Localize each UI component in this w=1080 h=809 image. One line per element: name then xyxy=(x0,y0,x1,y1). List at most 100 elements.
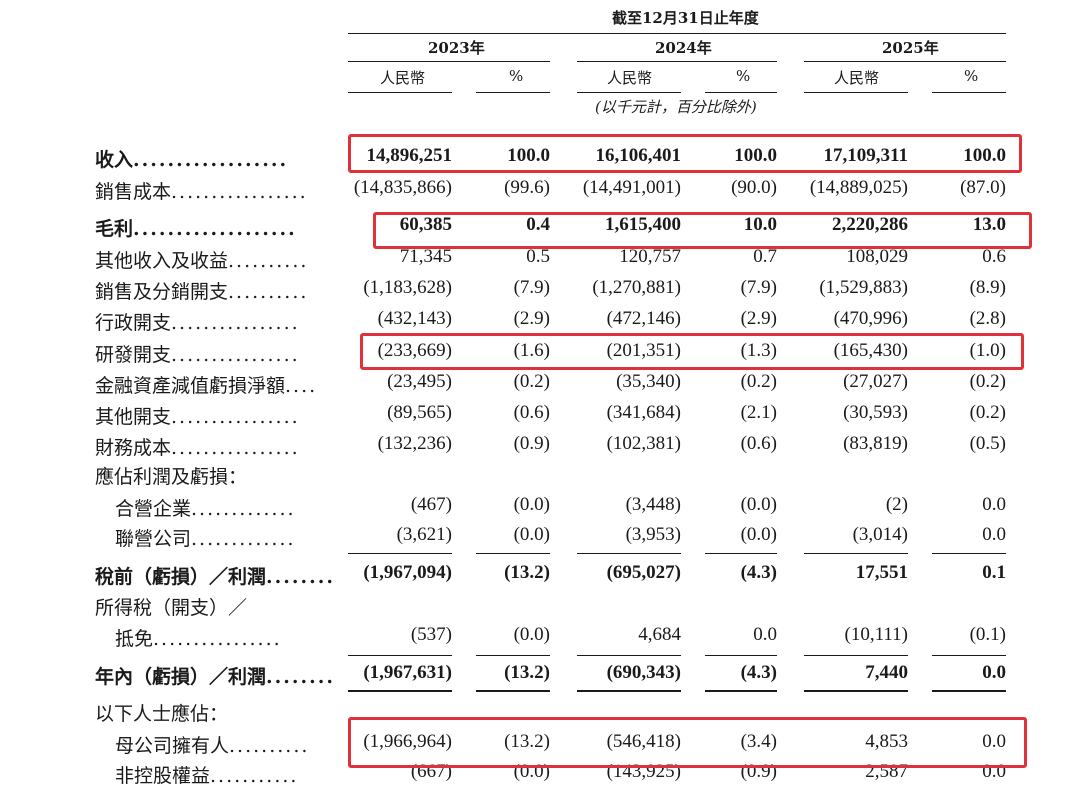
percent-cell: (1.3) xyxy=(740,340,777,361)
row-label-text: 稅前（虧損）／利潤 xyxy=(95,566,267,588)
percent-cell: (0.0) xyxy=(513,494,550,515)
percent-cell: 10.0 xyxy=(743,214,777,235)
year-rule-2025 xyxy=(804,61,1006,62)
percent-cell: (90.0) xyxy=(731,177,777,198)
percent-cell: (0.6) xyxy=(740,433,777,454)
percent-cell: 0.0 xyxy=(982,731,1006,752)
row-label-text: 聯營公司 xyxy=(115,528,192,550)
row-label: 應佔利潤及虧損： xyxy=(95,462,247,489)
row-label: 合營企業............. xyxy=(115,494,296,521)
row-leader-dots: ........ xyxy=(266,566,335,588)
year-2025: 2025年 xyxy=(882,39,939,57)
percent-cell: (1.6) xyxy=(513,340,550,361)
percent-cell: (2.9) xyxy=(740,308,777,329)
percent-2024: % xyxy=(736,67,751,85)
sum-rule xyxy=(476,655,550,656)
sub-rule xyxy=(705,92,777,93)
row-label: 聯營公司............. xyxy=(115,524,296,551)
row-label-text: 收入 xyxy=(95,149,134,171)
row-leader-dots: ........... xyxy=(210,765,299,787)
row-leader-dots: ........ xyxy=(266,666,335,688)
amount-cell: 120,757 xyxy=(619,246,681,267)
amount-cell: (23,495) xyxy=(387,371,452,392)
row-label-text: 銷售及分銷開支 xyxy=(95,281,229,303)
row-leader-dots: ................ xyxy=(153,628,282,650)
percent-cell: (0.2) xyxy=(969,371,1006,392)
amount-cell: 71,345 xyxy=(399,246,452,267)
amount-cell: 108,029 xyxy=(846,246,908,267)
percent-cell: (2.9) xyxy=(513,308,550,329)
year-2023: 2023年 xyxy=(428,39,485,57)
percent-cell: (0.1) xyxy=(969,624,1006,645)
row-leader-dots: .... xyxy=(285,375,318,397)
amount-cell: (89,565) xyxy=(387,402,452,423)
row-label-text: 財務成本 xyxy=(95,437,172,459)
row-label: 銷售成本................. xyxy=(95,177,308,204)
percent-cell: (0.0) xyxy=(513,624,550,645)
amount-cell: (1,967,631) xyxy=(363,662,452,683)
percent-cell: (0.0) xyxy=(513,524,550,545)
percent-cell: (0.5) xyxy=(969,433,1006,454)
percent-cell: 0.4 xyxy=(526,214,550,235)
row-label: 所得稅（開支）／ xyxy=(95,593,247,620)
total-double-rule xyxy=(932,690,1006,692)
amount-cell: (83,819) xyxy=(843,433,908,454)
amount-cell: 17,109,311 xyxy=(823,145,908,166)
percent-cell: 100.0 xyxy=(734,145,777,166)
amount-cell: (30,593) xyxy=(843,402,908,423)
amount-cell: (14,491,001) xyxy=(582,177,681,198)
row-label: 母公司擁有人.......... xyxy=(115,731,309,758)
amount-cell: 1,615,400 xyxy=(605,214,681,235)
header-rule-top xyxy=(348,33,1006,34)
sub-rule xyxy=(577,92,681,93)
year-2024: 2024年 xyxy=(655,39,712,57)
currency-2025: 人民幣 xyxy=(834,69,880,87)
percent-cell: (0.2) xyxy=(740,371,777,392)
row-label-text: 毛利 xyxy=(95,218,134,240)
percent-cell: 0.7 xyxy=(753,246,777,267)
row-label-text: 合營企業 xyxy=(115,498,192,520)
row-label: 金融資產減值虧損淨額.... xyxy=(95,371,317,398)
percent-cell: (4.3) xyxy=(740,662,777,683)
unit-note: (以千元計，百分比除外) xyxy=(595,98,757,116)
percent-cell: 0.0 xyxy=(753,624,777,645)
percent-cell: (7.9) xyxy=(513,277,550,298)
row-label: 研發開支................ xyxy=(95,340,300,367)
amount-cell: (201,351) xyxy=(606,340,681,361)
row-label-text: 所得稅（開支）／ xyxy=(95,597,248,619)
percent-cell: (4.3) xyxy=(740,562,777,583)
amount-cell: (1,966,964) xyxy=(363,731,452,752)
row-label-text: 非控股權益 xyxy=(115,765,211,787)
amount-cell: 60,385 xyxy=(399,214,452,235)
percent-cell: (2.1) xyxy=(740,402,777,423)
amount-cell: 7,440 xyxy=(865,662,908,683)
amount-cell: 4,853 xyxy=(865,731,908,752)
row-label-text: 行政開支 xyxy=(95,312,172,334)
highlight-owners xyxy=(348,717,1027,768)
amount-cell: 14,896,251 xyxy=(366,145,453,166)
percent-cell: 100.0 xyxy=(963,145,1006,166)
row-leader-dots: ............. xyxy=(191,528,296,550)
row-leader-dots: .......... xyxy=(228,250,309,272)
row-label: 行政開支................ xyxy=(95,308,300,335)
amount-cell: (470,996) xyxy=(833,308,908,329)
amount-cell: (690,343) xyxy=(606,662,681,683)
row-label-text: 其他收入及收益 xyxy=(95,250,229,272)
sub-rule xyxy=(804,92,908,93)
row-label-text: 母公司擁有人 xyxy=(115,735,230,757)
row-leader-dots: ................ xyxy=(171,406,300,428)
total-double-rule xyxy=(577,690,681,692)
row-label-text: 應佔利潤及虧損： xyxy=(95,466,248,488)
amount-cell: (1,529,883) xyxy=(819,277,908,298)
sum-rule xyxy=(577,655,681,656)
year-rule-2024 xyxy=(577,61,777,62)
percent-cell: (13.2) xyxy=(504,562,550,583)
row-label: 稅前（虧損）／利潤........ xyxy=(95,562,335,589)
percent-cell: (0.6) xyxy=(513,402,550,423)
amount-cell: (14,835,866) xyxy=(353,177,452,198)
sum-rule xyxy=(932,553,1006,554)
period-title: 截至12月31日止年度 xyxy=(612,9,759,27)
row-label-text: 抵免 xyxy=(115,628,154,650)
sum-rule xyxy=(804,553,908,554)
